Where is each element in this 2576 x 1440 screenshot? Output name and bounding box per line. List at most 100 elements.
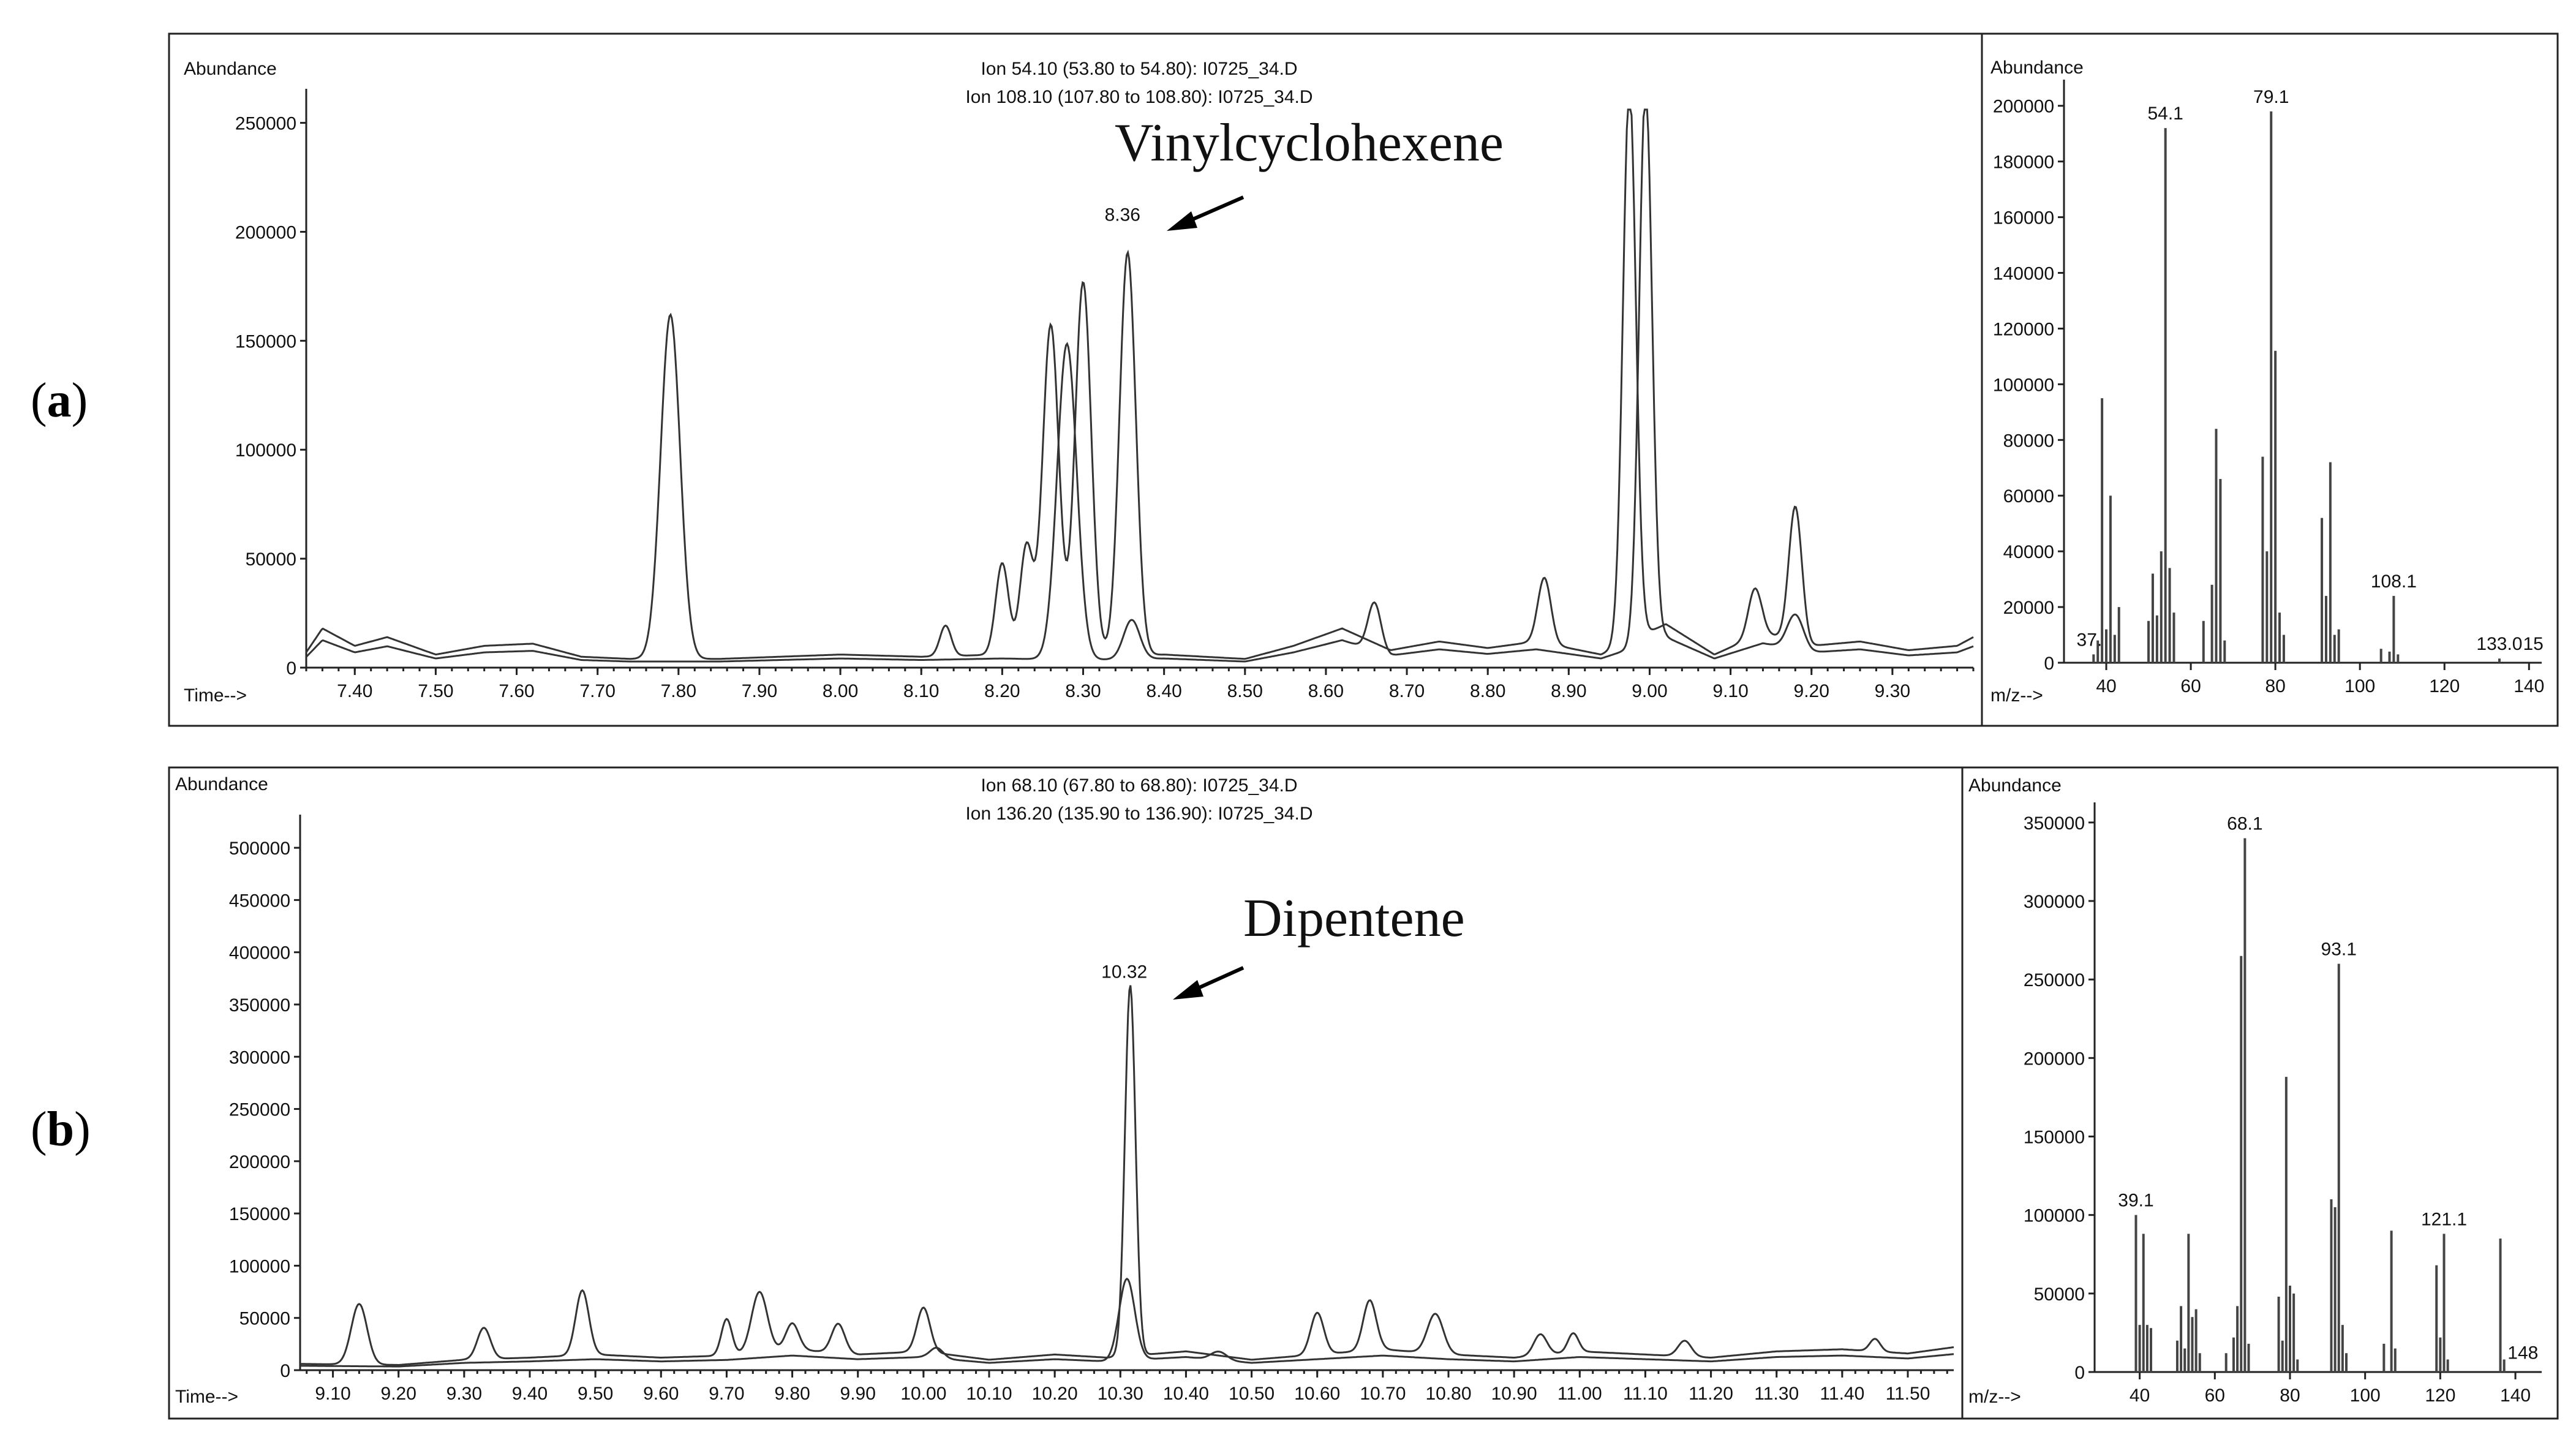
panel-a-chromatogram-x-tick-label: 8.40 [1146,681,1181,701]
panel-b-chromatogram-x-tick-label: 9.90 [840,1384,876,1404]
panel-b-spectrum-peak-labels: 68.1 93.1 39.1 121.1 148 [2118,813,2538,1363]
panel-b-spectrum-peak-label: 121.1 [2421,1209,2467,1229]
panel-a-trace-1 [305,108,1974,660]
panel-a-spectrum-y-tick-label: 20000 [2003,598,2054,618]
panel-b-spectrum-x-tick-label: 40 [2130,1385,2150,1406]
panel-a-spectrum-y-tick-label: 100000 [1993,375,2054,395]
panel-a-chromatogram-x-tick-label: 8.50 [1227,681,1263,701]
panel-b-chromatogram-y-tick-label: 450000 [229,891,290,911]
panel-b-chromatogram-x-tick-label: 10.10 [966,1384,1012,1404]
panel-b-chromatogram-x-tick-label: 11.10 [1623,1384,1668,1404]
panel-a-annotation-arrow [1167,195,1245,231]
panel-b-chromatogram-x-tick-label: 10.00 [900,1384,946,1404]
panel-b-spectrum-y-tick-label: 300000 [2024,892,2085,912]
panel-a-spectrum-peak-label: 79.1 [2253,87,2289,107]
panel-b-chromatogram-x-tick-label: 9.80 [774,1384,810,1404]
panel-a-chromatogram-x-tick-label: 8.30 [1065,681,1101,701]
panel-a-spectrum-y-ticks: 0 20000 40000 60000 80000 100000 120000 140000 1… [1993,80,2065,674]
panel-a-chromatogram-y-tick-label: 0 [286,658,296,679]
panel-b-chromatogram-y-tick-label: 50000 [239,1309,290,1329]
panel-a-spectrum-y-tick-label: 160000 [1993,208,2054,228]
panel-a-chromatogram-x-tick-label: 7.80 [661,681,696,701]
panel-b-chromatogram-x-tick-label: 11.20 [1689,1384,1733,1404]
panel-b-chromatogram-x-tick-label: 11.50 [1886,1384,1930,1404]
panel-a-spectrum-peak-label: 108.1 [2371,571,2417,592]
panel-a-spectrum-y-tick-label: 80000 [2003,431,2054,451]
panel-a-chromatogram-x-tick-label: 7.60 [499,681,534,701]
panel-b-chromatogram-x-tick-label: 9.40 [512,1384,548,1404]
panel-a-spectrum-xlabel: m/z--> [1990,685,2043,706]
panel-a-chromatogram-y-tick-label: 250000 [235,114,296,134]
panel-b-chromatogram-x-tick-label: 10.80 [1425,1384,1471,1404]
panel-b-chromatogram-x-tick-label: 11.00 [1557,1384,1602,1404]
panel-b-chromatogram-x-tick-label: 9.10 [315,1384,350,1404]
panel-a-spectrum-y-tick-label: 140000 [1993,264,2054,284]
panel-b-spectrum-y-tick-label: 250000 [2024,970,2085,990]
panel-a-spectrum-ylabel: Abundance [1990,58,2084,78]
panel-b-chromatogram-y-tick-label: 400000 [229,943,290,963]
panel-b-spectrum-x-tick-label: 80 [2280,1385,2300,1406]
panel-b-chromatogram-y-tick-label: 300000 [229,1047,290,1068]
panel-a-chromatogram-y-tick-label: 150000 [235,331,296,352]
panel-a-chromatogram-x-tick-label: 8.70 [1389,681,1425,701]
panel-b-chromatogram-x-tick-label: 10.90 [1491,1384,1537,1404]
panel-a-chromatogram-x-tick-label: 8.90 [1551,681,1586,701]
panel-b-spectrum-y-tick-label: 150000 [2024,1127,2085,1147]
panel-a-chromatogram-x-tick-label: 8.80 [1470,681,1505,701]
panel-b-spectrum-xlabel: m/z--> [1968,1387,2021,1407]
panel-b-spectrum-peak-label: 93.1 [2321,940,2357,960]
panel-b-chromatogram-x-tick-label: 10.30 [1098,1384,1143,1404]
panel-b-chromatogram-y-tick-label: 150000 [229,1204,290,1224]
panel-b-peak-label: 10.32 [1101,962,1147,982]
panel-a-chromatogram-traces [305,108,1974,663]
panel-b-chromatogram-y-tick-label: 250000 [229,1100,290,1120]
panel-b-spectrum-x-tick-label: 140 [2500,1385,2531,1406]
panel-a-chromatogram-y-ticks: 0 50000 100000 150000 200000 250000 [235,89,307,679]
panel-a-chromatogram-x-tick-label: 9.00 [1632,681,1667,701]
panel-b-chromatogram-traces [299,985,1954,1368]
panel-a-chromatogram-xlabel: Time--> [184,685,247,706]
panel-a-chromatogram-x-tick-label: 8.60 [1308,681,1344,701]
panel-b-spectrum-x-tick-label: 60 [2205,1385,2225,1406]
panel-a-chromatogram: Abundance Time--> Ion 54.10 (53.80 to 54… [168,32,1983,727]
panel-b-spectrum-peak-label: 68.1 [2227,813,2262,834]
panel-a-chromatogram-x-tick-label: 9.10 [1712,681,1748,701]
panel-a-chromatogram-y-tick-label: 200000 [235,222,296,243]
panel-b-chromatogram-x-tick-label: 9.30 [446,1384,482,1404]
panel-a-spectrum-x-tick-label: 120 [2429,676,2460,696]
panel-a-chromatogram-x-tick-label: 7.70 [579,681,615,701]
panel-b-chromatogram-x-tick-label: 10.70 [1360,1384,1406,1404]
panel-a-annotation: Vinylcyclohexene [1115,113,1504,173]
panel-b-chromatogram-ylabel: Abundance [175,774,268,794]
panel-a-spectrum-y-tick-label: 200000 [1993,97,2054,117]
panel-a-spectrum-peak-labels: 54.1 79.1 108.1 37. 133.0 15 [2077,87,2544,654]
panel-a-chromatogram-x-tick-label: 8.10 [903,681,939,701]
panel-b-chromatogram-x-tick-label: 11.30 [1754,1384,1799,1404]
panel-a-chromatogram-x-tick-label: 7.40 [337,681,372,701]
panel-a-spectrum-x-tick-label: 140 [2514,676,2544,696]
panel-a-chromatogram-x-tick-label: 7.50 [418,681,453,701]
panel-b-spectrum-y-tick-label: 0 [2074,1363,2085,1383]
panel-a-spectrum-y-tick-label: 0 [2044,654,2054,674]
panel-a-spectrum-x-tick-label: 100 [2344,676,2375,696]
panel-b-spectrum-peak-label: 39.1 [2118,1191,2153,1211]
panel-a-chromatogram-x-ticks: 7.40 7.50 7.60 7.70 7.80 7.90 8.00 8.10 8.20 8.30… [305,666,1975,701]
panel-a-chromatogram-y-tick-label: 100000 [235,440,296,461]
panel-b-spectrum-peak-label: 148 [2507,1343,2538,1363]
panel-b-chromatogram-xlabel: Time--> [175,1387,238,1407]
panel-b-spectrum-y-tick-label: 50000 [2034,1284,2085,1305]
panel-b-chromatogram-y-tick-label: 0 [280,1361,290,1381]
panel-a-chromatogram-x-tick-label: 8.20 [984,681,1020,701]
panel-b-chromatogram-y-tick-label: 350000 [229,995,290,1016]
panel-a-spectrum-x-tick-label: 80 [2265,676,2285,696]
panel-b-trace-1 [300,985,1954,1366]
panel-letter-b: (b) [31,1103,91,1156]
panel-a-spectrum-y-tick-label: 40000 [2003,542,2054,562]
panel-b-chromatogram-x-ticks: 9.10 9.20 9.30 9.40 9.50 9.60 9.70 9.80 9.90 10.0… [300,1369,1954,1404]
panel-a-chromatogram-x-tick-label: 9.30 [1875,681,1910,701]
panel-b-annotation: Dipentene [1243,889,1465,948]
panel-a-spectrum-x-tick-label: 60 [2180,676,2201,696]
panel-b-spectrum: Abundance m/z--> 0 50000 100000 150000 20000… [1961,766,2559,1420]
panel-b-spectrum-x-tick-label: 100 [2350,1385,2381,1406]
